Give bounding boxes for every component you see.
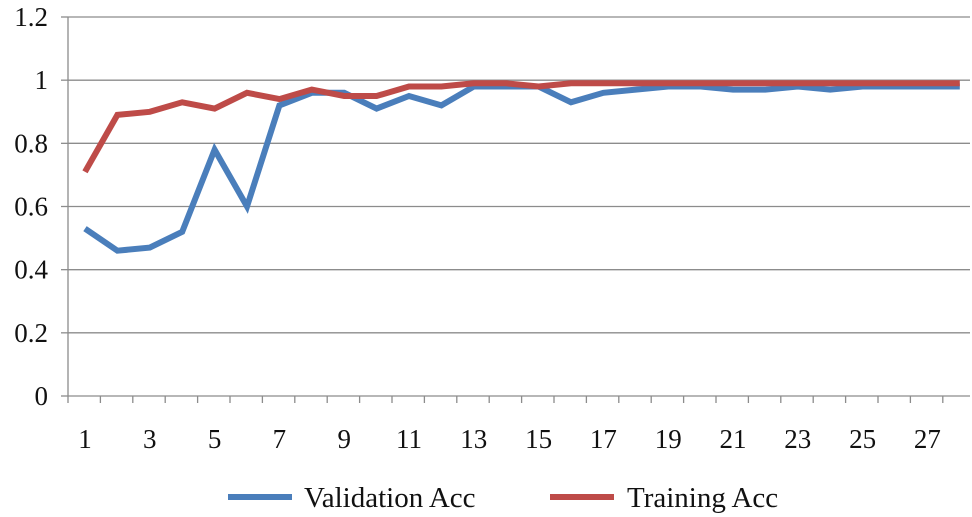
y-tick-label-0: 0 <box>35 381 49 411</box>
y-tick-label-4: 0.8 <box>14 128 48 158</box>
x-tick-label-8: 17 <box>590 424 617 454</box>
x-tick-label-10: 21 <box>720 424 747 454</box>
x-tick-label-4: 9 <box>337 424 351 454</box>
legend-label-validation-acc: Validation Acc <box>304 482 476 514</box>
x-axis-tick-labels: 1 3 5 7 9 11 13 15 17 19 21 23 25 27 <box>78 424 941 454</box>
legend: Validation Acc Training Acc <box>228 482 778 514</box>
x-tick-label-0: 1 <box>78 424 92 454</box>
y-tick-label-2: 0.4 <box>14 255 48 285</box>
y-tick-label-3: 0.6 <box>14 192 48 222</box>
x-tick-label-6: 13 <box>460 424 487 454</box>
x-tick-label-7: 15 <box>525 424 552 454</box>
axes <box>61 16 970 403</box>
x-tick-label-9: 19 <box>655 424 682 454</box>
x-tick-label-2: 5 <box>208 424 222 454</box>
y-tick-label-5: 1 <box>35 65 49 95</box>
x-tick-label-13: 27 <box>914 424 941 454</box>
x-tick-label-12: 25 <box>849 424 876 454</box>
x-tick-label-1: 3 <box>143 424 157 454</box>
series-lines <box>82 80 960 254</box>
legend-label-training-acc: Training Acc <box>627 482 778 514</box>
y-tick-label-1: 0.2 <box>14 318 48 348</box>
series-line-training-acc <box>82 80 960 174</box>
x-tick-label-3: 7 <box>273 424 287 454</box>
x-tick-label-11: 23 <box>784 424 811 454</box>
grid-lines <box>68 16 970 334</box>
x-tick-label-5: 11 <box>396 424 422 454</box>
y-tick-label-6: 1.2 <box>14 2 48 32</box>
y-axis-tick-labels: 0 0.2 0.4 0.6 0.8 1 1.2 <box>14 2 48 411</box>
